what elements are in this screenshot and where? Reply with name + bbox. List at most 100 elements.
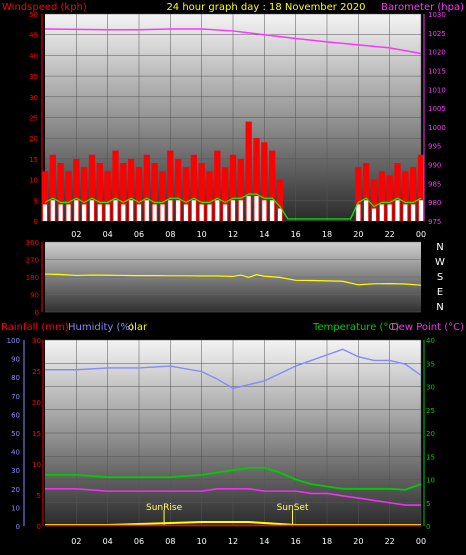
rain-tick-label: 5 <box>37 492 41 500</box>
dewpoint-line <box>45 487 421 506</box>
wind-gust-bar <box>57 163 64 221</box>
humidity-tick-label: 0 <box>16 523 20 531</box>
wind-gust-bar <box>143 154 150 221</box>
sunrise-label: SunRise <box>146 503 183 513</box>
wind-gust-bar <box>190 154 197 221</box>
wind-direction-line <box>44 273 422 286</box>
wind-tick-label: 45 <box>29 32 38 40</box>
x-tick-label: 18 <box>322 537 332 546</box>
barometer-label: Barometer (hpa) <box>381 2 464 13</box>
wind-average-bar <box>277 208 283 221</box>
wind-gust-bar <box>120 163 127 221</box>
temperature-tick-label: 25 <box>426 407 435 415</box>
wind-tick-label: 35 <box>29 73 38 81</box>
wind-average-bar <box>74 200 79 221</box>
wind-average-bar <box>105 204 110 221</box>
wind-average-bar <box>121 204 126 221</box>
wind-average-bar <box>176 200 181 221</box>
wind-gust-bar <box>41 171 49 221</box>
wind-average-bar <box>144 200 149 221</box>
direction-tick-label: 180 <box>26 274 39 282</box>
wind-gust-bar <box>276 179 284 221</box>
dewpoint-label: Dew Point (°C) <box>391 322 464 333</box>
x-tick-label: 02 <box>71 230 81 239</box>
wind-gust-bar <box>81 167 88 221</box>
barometer-tick-label: 1000 <box>428 124 446 132</box>
wind-gust-bar <box>128 158 135 221</box>
wind-average-bar <box>191 200 196 221</box>
wind-average-bar <box>403 204 408 221</box>
barometer-tick-label: 1020 <box>428 49 446 57</box>
wind-gust-bar <box>363 163 370 221</box>
wind-gust-bar <box>135 167 143 221</box>
humidity-label: Humidity (%) <box>68 322 134 333</box>
wind-average-bar <box>113 200 118 221</box>
temperature-tick-label: 40 <box>426 337 435 345</box>
x-tick-label: 10 <box>197 537 207 546</box>
temperature-tick-label: 30 <box>426 384 435 392</box>
wind-gust-bar <box>214 150 221 221</box>
wind-average-line <box>44 193 422 220</box>
humidity-tick-label: 80 <box>11 374 20 382</box>
rain-tick-label: 15 <box>32 430 41 438</box>
humidity-tick-label: 70 <box>11 393 20 401</box>
humidity-line <box>45 348 422 390</box>
direction-tick-label: 360 <box>26 239 39 247</box>
direction-tick-label: 270 <box>26 257 39 265</box>
wind-average-bar <box>82 204 87 221</box>
wind-average-bar <box>379 204 384 221</box>
wind-gust-bar <box>182 167 190 221</box>
windspeed-label: Windspeed (kph) <box>2 2 87 13</box>
wind-average-bar <box>136 204 142 221</box>
temperature-tick-label: 10 <box>426 477 435 485</box>
temperature-label: Temperature (°C) <box>312 322 399 333</box>
wind-average-bar <box>270 200 275 221</box>
wind-average-bar <box>66 204 71 221</box>
x-tick-label: 14 <box>259 230 269 239</box>
wind-average-bar <box>199 204 204 221</box>
humidity-tick-label: 20 <box>11 486 20 494</box>
wind-average-bar <box>246 196 251 221</box>
wind-gust-bar <box>167 150 174 221</box>
wind-tick-label: 15 <box>29 156 38 164</box>
wind-gust-bar <box>394 163 401 221</box>
wind-gust-bar <box>104 171 111 221</box>
wind-average-bar <box>207 204 212 221</box>
wind-gust-bar <box>112 150 119 221</box>
wind-gust-bar <box>245 121 252 221</box>
x-tick-label: 00 <box>416 230 426 239</box>
direction-letter: E <box>437 287 443 298</box>
wind-tick-label: 50 <box>29 11 38 19</box>
temperature-tick-label: 5 <box>426 500 430 508</box>
humidity-tick-label: 100 <box>7 337 20 345</box>
wind-average-bar <box>411 204 416 221</box>
wind-average-bar <box>129 200 134 221</box>
wind-gust-bar <box>73 158 80 221</box>
direction-letter: N <box>436 242 443 253</box>
barometer-tick-label: 1025 <box>428 30 446 38</box>
temperature-tick-label: 0 <box>426 523 430 531</box>
wind-average-bar <box>160 204 165 221</box>
wind-average-bar <box>238 200 243 221</box>
direction-tick-label: 0 <box>35 309 39 317</box>
rain-tick-label: 30 <box>32 337 41 345</box>
x-tick-label: 16 <box>291 537 301 546</box>
wind-tick-label: 0 <box>34 218 38 226</box>
wind-gust-bar <box>378 171 385 221</box>
wind-gust-bar <box>410 167 417 221</box>
barometer-tick-label: 985 <box>428 180 441 188</box>
rain-tick-label: 25 <box>32 368 41 376</box>
x-tick-label: 12 <box>228 230 238 239</box>
humidity-tick-label: 30 <box>11 467 20 475</box>
wind-average-bar <box>254 196 259 221</box>
wind-average-bar <box>215 200 220 221</box>
wind-gust-bar <box>355 167 362 221</box>
barometer-tick-label: 1010 <box>428 86 446 94</box>
barometer-tick-label: 990 <box>428 162 441 170</box>
x-tick-label: 04 <box>103 230 113 239</box>
barometer-tick-label: 995 <box>428 143 441 151</box>
direction-letter: W <box>435 257 445 268</box>
x-tick-label: 10 <box>197 230 207 239</box>
x-tick-label: 20 <box>353 537 363 546</box>
